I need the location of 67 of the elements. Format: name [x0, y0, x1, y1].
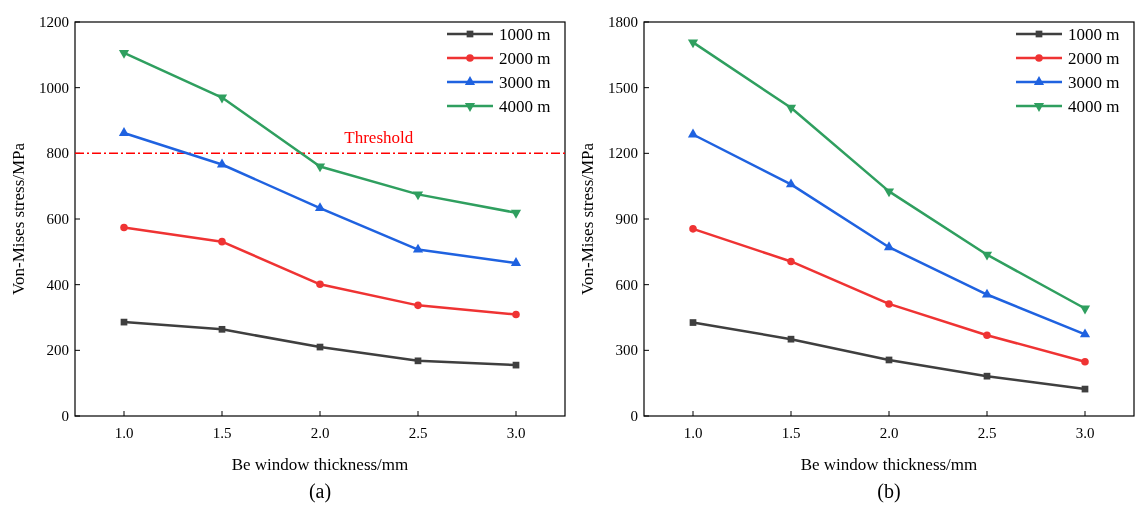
point: [414, 357, 422, 365]
y-tick-label: 0: [630, 408, 638, 424]
point: [510, 257, 522, 266]
text: (b): [877, 480, 901, 503]
point: [120, 223, 128, 232]
y-tick-label: 400: [46, 276, 69, 293]
point: [883, 188, 895, 198]
y-tick-label: 1500: [608, 79, 638, 96]
y-tick-label: 1200: [39, 14, 69, 30]
point: [883, 241, 895, 251]
point: [981, 251, 993, 261]
point: [689, 225, 697, 233]
x-tick-label: 2.5: [408, 425, 428, 441]
x-tick-label: 1.0: [683, 425, 703, 441]
point: [412, 191, 424, 201]
x-tick-label: 2.5: [977, 425, 997, 441]
x-tick-label: 1.5: [781, 425, 801, 441]
legend-label: 2000 m: [1068, 49, 1120, 68]
legend-label: 4000 m: [1068, 97, 1120, 116]
point: [414, 301, 422, 310]
x-tick-label: 2.0: [310, 425, 330, 441]
y-tick-label: 200: [46, 342, 69, 359]
point: [787, 257, 795, 266]
point: [218, 237, 226, 246]
legend-label: 3000 m: [1068, 73, 1120, 92]
point: [512, 310, 520, 319]
y-tick-label: 1000: [39, 79, 69, 96]
legend-label: 3000 m: [499, 73, 551, 92]
point: [316, 280, 324, 289]
y-tick-label: 1800: [608, 14, 638, 30]
x-tick-label: 1.5: [212, 425, 232, 441]
y-tick-label: 1200: [608, 145, 638, 162]
x-tick-label: 2.0: [879, 425, 899, 441]
x-axis-title: Be window thickness/mm: [231, 455, 409, 474]
point: [983, 372, 991, 380]
y-tick-label: 600: [615, 276, 638, 293]
point: [785, 104, 797, 114]
point: [687, 39, 699, 49]
point: [1081, 357, 1089, 366]
text: (a): [308, 480, 332, 503]
x-axis-title: Be window thickness/mm: [800, 455, 978, 474]
point: [510, 209, 522, 219]
legend-label: 4000 m: [499, 97, 551, 116]
x-tick-label: 3.0: [506, 425, 526, 441]
y-tick-label: 300: [615, 342, 638, 359]
point: [885, 300, 893, 308]
point: [983, 331, 991, 340]
y-axis-title: Von-Mises stress/MPa: [578, 142, 597, 296]
point: [218, 325, 226, 333]
x-tick-label: 3.0: [1075, 425, 1095, 441]
y-tick-label: 900: [615, 211, 638, 227]
point: [1079, 328, 1091, 338]
point: [689, 319, 697, 326]
y-tick-label: 0: [61, 408, 69, 424]
point: [216, 94, 228, 104]
legend-label: 1000 m: [499, 25, 551, 44]
ref-line-label: Threshold: [344, 128, 414, 148]
legend-label: 2000 m: [499, 49, 551, 68]
point: [787, 335, 795, 343]
y-tick-label: 800: [46, 145, 69, 162]
point: [1079, 305, 1091, 315]
legend-label: 1000 m: [1068, 25, 1120, 44]
y-tick-label: 600: [46, 211, 69, 227]
x-tick-label: 1.0: [114, 425, 134, 441]
y-axis-title: Von-Mises stress/MPa: [9, 142, 28, 296]
point: [118, 49, 130, 59]
point: [981, 288, 993, 298]
